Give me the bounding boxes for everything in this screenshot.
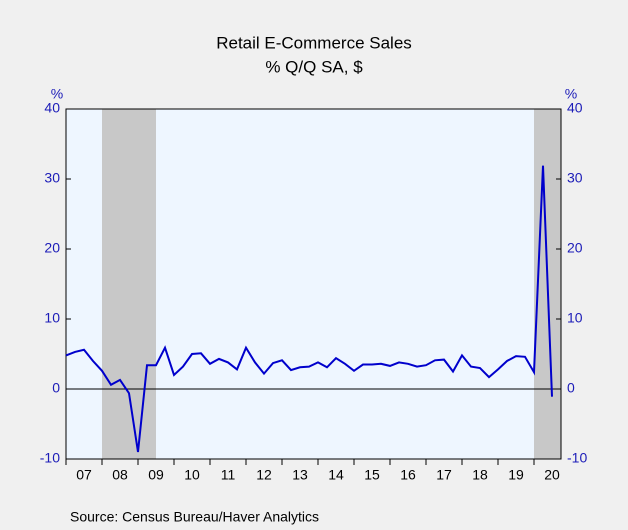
data-line (65, 165, 553, 453)
x-tick-label: 18 (472, 467, 488, 483)
y2-tick-label: 40 (567, 100, 583, 116)
x-tick-label: 10 (184, 467, 200, 483)
plot-frame (65, 108, 562, 460)
x-tick-label: 16 (400, 467, 416, 483)
y-tick-label: -10 (40, 450, 60, 466)
y-axis-label: % (51, 86, 63, 102)
chart-subtitle: % Q/Q SA, $ (265, 57, 363, 76)
y2-tick-label: 10 (567, 310, 583, 326)
x-tick-label: 09 (148, 467, 164, 483)
source-note: Source: Census Bureau/Haver Analytics (70, 509, 319, 525)
y2-tick-label: 20 (567, 240, 583, 256)
x-tick-label: 07 (76, 467, 92, 483)
x-tick-label: 14 (328, 467, 344, 483)
x-tick-label: 11 (221, 467, 236, 483)
y-tick-label: 20 (44, 240, 60, 256)
x-tick-label: 08 (112, 467, 128, 483)
y-tick-label: 40 (44, 100, 60, 116)
y2-tick-label: 30 (567, 170, 583, 186)
x-tick-label: 13 (292, 467, 308, 483)
x-tick-label: 19 (508, 467, 524, 483)
x-tick-label: 12 (256, 467, 272, 483)
recession-band (102, 109, 156, 459)
chart-title: Retail E-Commerce Sales (216, 33, 412, 52)
y-tick-label: 30 (44, 170, 60, 186)
y-tick-label: 0 (52, 380, 60, 396)
y-tick-label: 10 (44, 310, 60, 326)
y2-tick-label: -10 (567, 450, 587, 466)
x-tick-label: 17 (436, 467, 452, 483)
y2-tick-label: 0 (567, 380, 575, 396)
x-tick-label: 15 (364, 467, 380, 483)
x-tick-label: 20 (544, 467, 560, 483)
y2-axis-label: % (565, 86, 577, 102)
